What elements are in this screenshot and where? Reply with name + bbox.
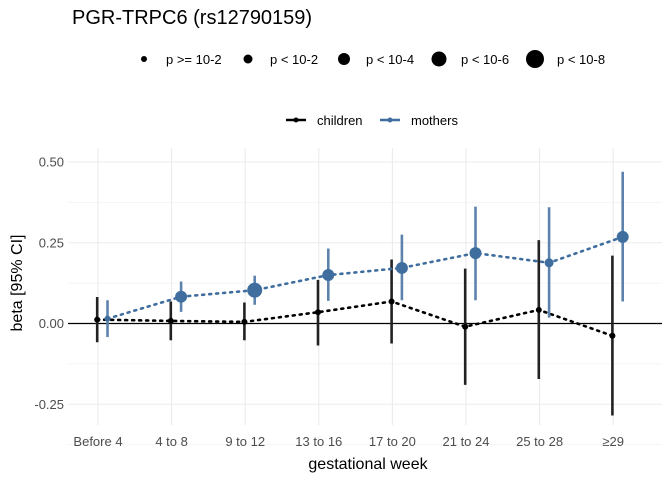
x-tick-label: 13 to 16 — [295, 434, 342, 449]
point-children — [388, 298, 395, 305]
size-legend-key — [526, 50, 544, 68]
point-mothers — [322, 269, 335, 282]
x-tick-label: 17 to 20 — [369, 434, 416, 449]
x-tick-label: 4 to 8 — [155, 434, 188, 449]
x-tick-label: Before 4 — [73, 434, 122, 449]
point-mothers — [544, 258, 554, 268]
y-tick-label: 0.25 — [39, 235, 64, 250]
size-legend: p >= 10-2 p < 10-2 p < 10-4 p < 10-6 p < 10-… — [141, 50, 605, 68]
size-legend-label: p >= 10-2 — [166, 52, 222, 67]
x-axis-title: gestational week — [308, 456, 428, 473]
size-legend-key — [338, 53, 350, 65]
point-mothers — [469, 247, 482, 260]
point-children — [241, 318, 248, 325]
series-legend-key — [293, 117, 299, 123]
y-tick-label: 0.00 — [39, 316, 64, 331]
point-children — [167, 317, 174, 324]
series-line-children — [95, 300, 614, 338]
x-tick-label: 21 to 24 — [443, 434, 490, 449]
x-tick-label: 25 to 28 — [516, 434, 563, 449]
size-legend-key — [243, 54, 253, 64]
y-tick-label: 0.50 — [39, 155, 64, 170]
series-legend-key — [387, 117, 393, 123]
point-children — [315, 309, 321, 316]
size-legend-label: p < 10-6 — [461, 52, 509, 67]
chart-title: PGR-TRPC6 (rs12790159) — [72, 7, 312, 29]
point-children — [94, 316, 101, 323]
point-mothers — [104, 315, 111, 322]
series-legend-label: mothers — [411, 113, 458, 128]
plot-area — [94, 171, 629, 416]
series-legend-label: children — [317, 113, 363, 128]
size-legend-label: p < 10-8 — [557, 52, 605, 67]
point-mothers — [395, 261, 408, 274]
x-tick-label: ≥29 — [602, 434, 624, 449]
size-legend-key — [141, 56, 147, 62]
y-tick-label: -0.25 — [34, 397, 64, 412]
size-legend-label: p < 10-2 — [270, 52, 318, 67]
point-mothers — [175, 290, 188, 303]
point-children — [609, 332, 616, 339]
x-axis: Before 4 4 to 8 9 to 12 13 to 16 17 to 20 21 … — [73, 434, 624, 449]
series-line-mothers — [106, 235, 624, 320]
grid — [68, 148, 662, 445]
series-legend: children mothers — [286, 113, 458, 128]
size-legend-key — [431, 51, 447, 67]
point-children — [535, 306, 542, 313]
y-axis: -0.25 0.00 0.25 0.50 — [34, 155, 64, 412]
y-axis-title: beta [95% CI] — [9, 235, 26, 332]
size-legend-label: p < 10-4 — [366, 52, 414, 67]
x-tick-label: 9 to 12 — [225, 434, 265, 449]
point-mothers — [247, 282, 263, 298]
point-mothers — [616, 230, 629, 243]
point-children — [462, 323, 469, 330]
